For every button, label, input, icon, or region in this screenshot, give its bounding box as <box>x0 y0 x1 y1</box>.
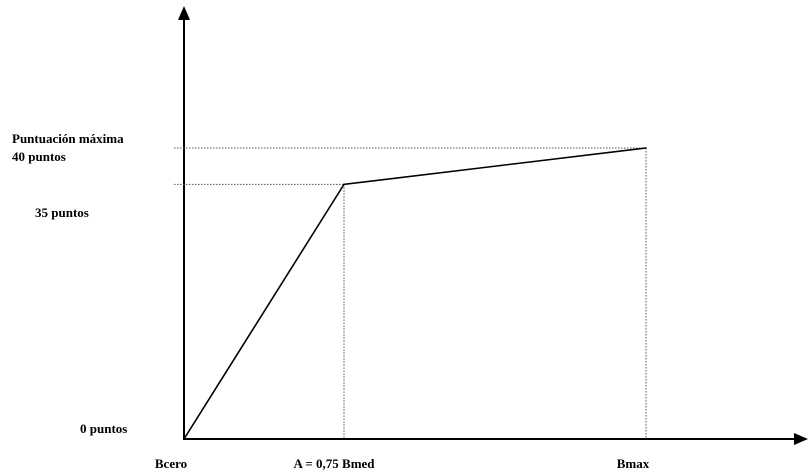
y-tick-label-max-title: Puntuación máxima <box>12 131 124 146</box>
x-tick-label-bmax: Bmax <box>617 456 650 471</box>
data-point-1 <box>343 183 345 186</box>
score-line <box>183 147 647 440</box>
x-axis-arrow-icon <box>794 433 808 445</box>
x-tick-label-a: A = 0,75 Bmed <box>293 456 375 471</box>
series-group <box>183 147 647 440</box>
data-point-0 <box>183 438 185 440</box>
x-tick-label-bcero: Bcero <box>155 456 187 471</box>
y-tick-label-0: 0 puntos <box>80 421 127 436</box>
y-tick-label-40: 40 puntos <box>12 149 66 164</box>
y-axis-arrow-icon <box>178 6 190 20</box>
guide-lines <box>174 147 647 439</box>
y-tick-label-35: 35 puntos <box>35 205 89 220</box>
data-point-2 <box>645 147 647 149</box>
